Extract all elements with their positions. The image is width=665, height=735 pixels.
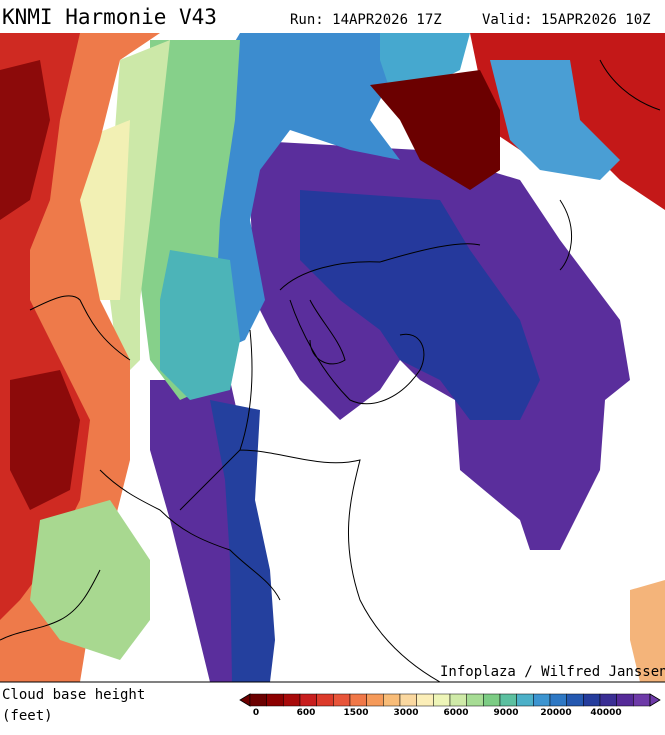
cloud-area-dark-red-west bbox=[10, 370, 80, 510]
colorbar-swatch bbox=[549, 693, 567, 707]
cloud-area-northeast-blue bbox=[490, 60, 620, 180]
legend-label: Cloud base height bbox=[2, 687, 145, 703]
colorbar-swatch bbox=[366, 693, 384, 707]
cloud-area-blue-south bbox=[210, 400, 275, 682]
colorbar-swatch bbox=[483, 693, 501, 707]
valid-time: Valid: 15APR2026 10Z bbox=[482, 12, 651, 28]
coastline bbox=[0, 59, 661, 682]
cloud-area-southeast-orange bbox=[630, 580, 665, 682]
colorbar: 0 600 1500 3000 6000 9000 20000 40000 bbox=[239, 693, 661, 718]
colorbar-swatch bbox=[383, 693, 401, 707]
title: KNMI Harmonie V43 bbox=[2, 5, 217, 29]
colorbar-swatch bbox=[533, 693, 551, 707]
colorbar-swatch bbox=[249, 693, 267, 707]
cloud-area-dark-red bbox=[0, 60, 50, 220]
colorbar-label: 1500 bbox=[343, 708, 368, 718]
colorbar-label: 3000 bbox=[393, 708, 418, 718]
colorbar-swatch bbox=[299, 693, 317, 707]
colorbar-swatch bbox=[566, 693, 584, 707]
credit: Infoplaza / Wilfred Janssen bbox=[440, 664, 665, 680]
run-time: Run: 14APR2026 17Z bbox=[290, 12, 442, 28]
colorbar-label: 20000 bbox=[540, 708, 571, 718]
colorbar-swatch bbox=[583, 693, 601, 707]
map: Infoplaza / Wilfred Janssen bbox=[0, 33, 665, 682]
colorbar-swatch bbox=[399, 693, 417, 707]
colorbar-label: 9000 bbox=[493, 708, 518, 718]
colorbar-swatch bbox=[333, 693, 351, 707]
cloud-area-dark-blue bbox=[300, 190, 540, 420]
cloud-area-northeast-dark bbox=[370, 70, 500, 190]
colorbar-label: 600 bbox=[297, 708, 316, 718]
colorbar-label: 40000 bbox=[590, 708, 621, 718]
colorbar-swatch bbox=[349, 693, 367, 707]
colorbar-swatch bbox=[283, 693, 301, 707]
colorbar-arrow-right bbox=[649, 693, 661, 707]
colorbar-swatch bbox=[599, 693, 617, 707]
colorbar-swatch bbox=[616, 693, 634, 707]
colorbar-swatch bbox=[316, 693, 334, 707]
colorbar-swatch bbox=[633, 693, 651, 707]
colorbar-label: 0 bbox=[253, 708, 259, 718]
legend-unit: (feet) bbox=[2, 708, 53, 724]
colorbar-label: 6000 bbox=[443, 708, 468, 718]
cloud-area-teal bbox=[160, 250, 240, 400]
colorbar-swatch bbox=[499, 693, 517, 707]
colorbar-swatch bbox=[416, 693, 434, 707]
cloud-area-yellow bbox=[80, 120, 130, 300]
colorbar-swatch bbox=[449, 693, 467, 707]
colorbar-swatch bbox=[466, 693, 484, 707]
colorbar-swatch bbox=[433, 693, 451, 707]
colorbar-swatch bbox=[266, 693, 284, 707]
colorbar-swatch bbox=[516, 693, 534, 707]
